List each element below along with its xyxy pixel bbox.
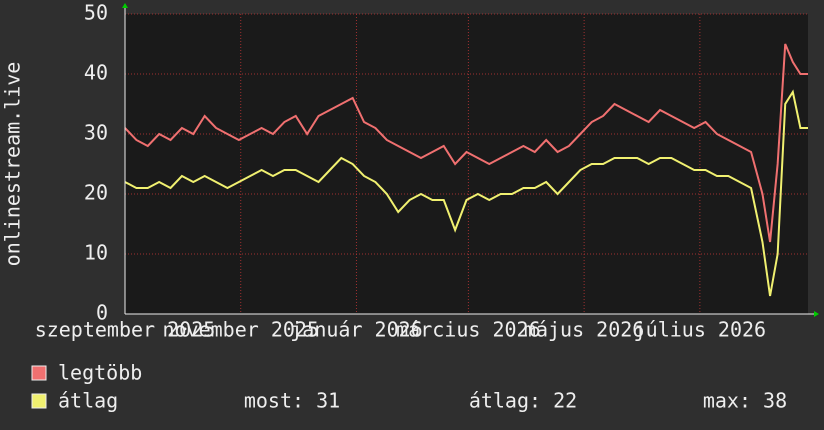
x-tick-label: július 2026 [634,318,766,342]
series-line [124,89,808,297]
y-tick-label: 10 [84,241,108,265]
legend-stat: most: 31 [244,389,340,413]
y-tick-label: 0 [96,301,108,325]
legend-label: legtöbb [58,361,142,385]
axis-arrow [122,3,128,8]
x-tick-label: március 2026 [396,318,541,342]
y-tick-label: 40 [84,61,108,85]
legend-swatch [31,365,47,381]
x-tick-label: január 2026 [290,318,422,342]
series-line [124,43,808,243]
x-tick-label: szeptember 2025 [35,318,216,342]
y-tick-label: 30 [84,121,108,145]
y-tick-label: 20 [84,181,108,205]
plot-area [125,14,808,314]
legend-stat: átlag: 22 [469,389,577,413]
x-tick-label: május 2026 [524,318,644,342]
legend-label: átlag [58,389,118,413]
legend-swatch [31,393,47,409]
x-tick-label: november 2025 [162,318,319,342]
legend-stat: max: 38 [703,389,787,413]
y-axis-label: onlinestream.live [1,62,25,267]
axis-arrow [814,311,819,317]
y-tick-label: 50 [84,1,108,25]
